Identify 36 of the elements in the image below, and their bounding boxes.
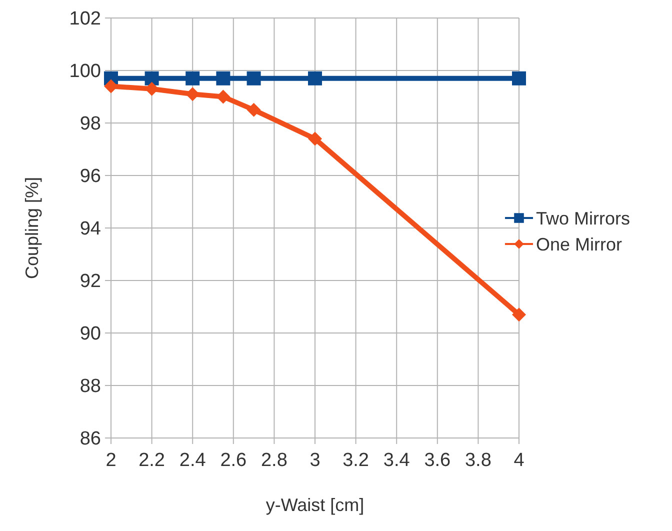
legend-label: Two Mirrors [536, 208, 630, 228]
x-tick-label: 3 [310, 450, 320, 471]
point [216, 90, 230, 104]
point [104, 79, 118, 94]
point [512, 308, 526, 322]
point [246, 71, 261, 86]
x-tick-label: 2.6 [220, 450, 247, 471]
x-tick-label: 4 [514, 450, 525, 471]
y-tick-label: 102 [69, 8, 101, 30]
y-tick-label: 100 [69, 61, 101, 82]
point [186, 71, 200, 86]
y-axis-title: Coupling [%] [22, 176, 42, 280]
y-tick-label: 92 [80, 271, 101, 292]
y-tick-label: 94 [80, 218, 102, 240]
x-axis-title: y-Waist [cm] [266, 495, 364, 515]
point [144, 71, 159, 86]
x-tick-label: 2.8 [260, 450, 288, 471]
point [308, 71, 322, 86]
legend-label: One Mirror [536, 234, 622, 254]
x-tick-label: 3.6 [424, 450, 451, 471]
x-tick-label: 2 [106, 450, 116, 471]
y-tick-label: 96 [80, 166, 101, 188]
point [246, 102, 261, 117]
x-tick-label: 3.2 [342, 450, 370, 471]
y-tick-label: 88 [80, 376, 101, 398]
x-tick-label: 3.4 [383, 450, 410, 471]
y-tick-label: 90 [80, 324, 101, 345]
point [308, 132, 322, 146]
y-tick-label: 86 [80, 428, 101, 450]
y-tick-label: 98 [80, 114, 101, 135]
point [512, 71, 526, 86]
x-tick-label: 2.4 [179, 450, 206, 471]
point [216, 71, 230, 86]
point [186, 87, 200, 102]
x-tick-label: 2.2 [138, 450, 166, 471]
x-tick-label: 3.8 [464, 450, 492, 471]
